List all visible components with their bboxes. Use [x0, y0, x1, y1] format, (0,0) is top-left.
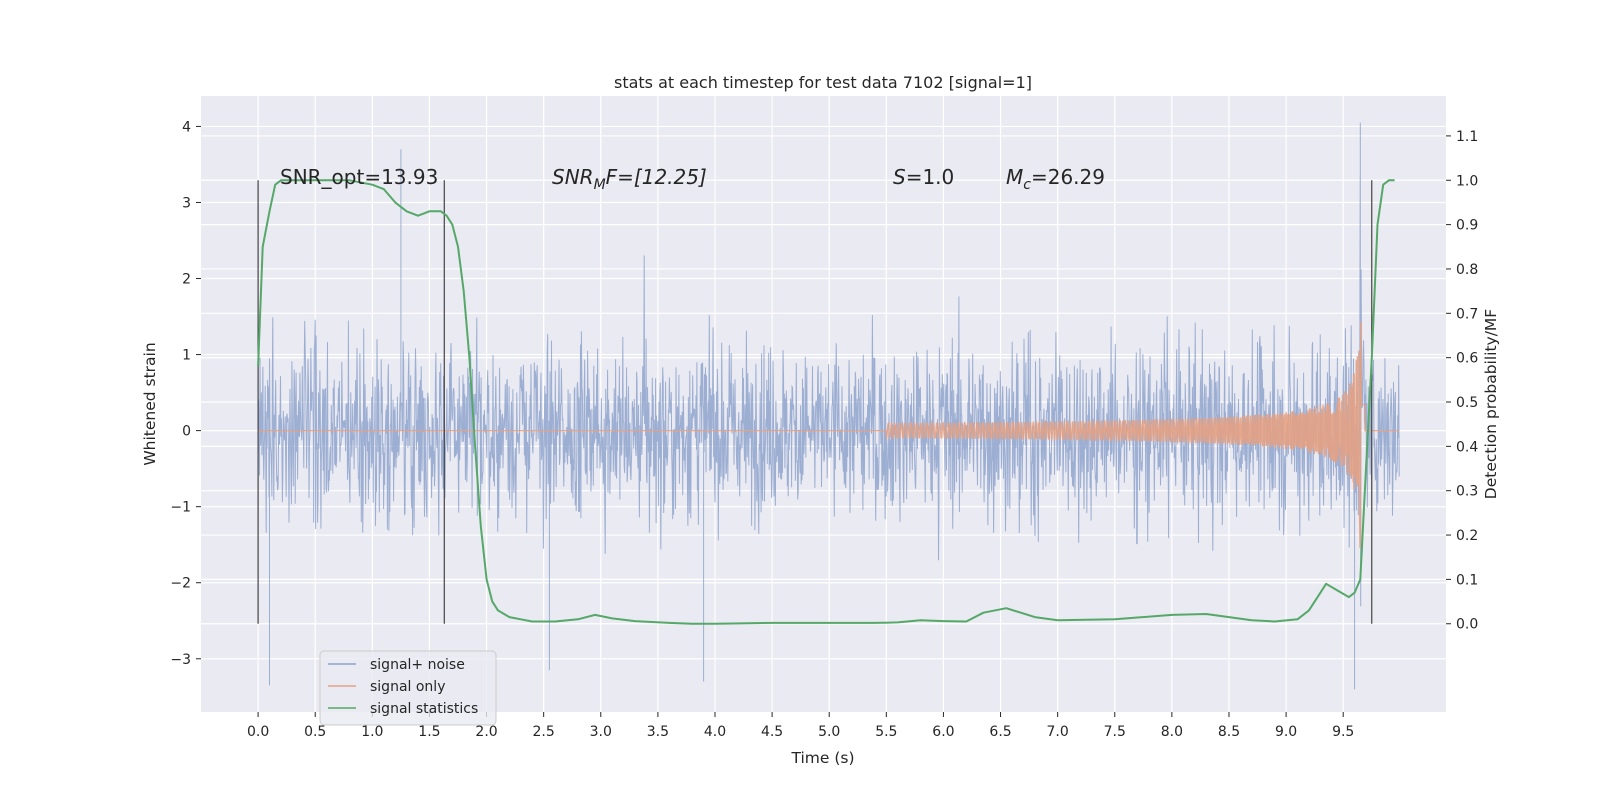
x-tick-label: 9.5: [1332, 724, 1354, 740]
annotation-mc-rest: =26.29: [1031, 165, 1105, 189]
x-tick-label: 0.5: [304, 724, 326, 740]
y-right-tick-label: 0.4: [1456, 439, 1478, 455]
y-left-tick-label: 0: [182, 424, 191, 440]
series-signal-noise: [257, 122, 1400, 690]
x-axis-ticks: 0.0 0.5 1.0 1.5 2.0 2.5 3.0 3.5 4.0 4.5 5.0 5.5 6.0 6…: [247, 712, 1354, 740]
annotation-s-rest: =1.0: [906, 165, 955, 189]
x-tick-label: 6.5: [989, 724, 1011, 740]
legend-label-signal-statistics: signal statistics: [370, 701, 478, 717]
x-tick-label: 1.0: [361, 724, 383, 740]
legend-label-signal-noise: signal+ noise: [370, 657, 465, 673]
annotation-snr-opt: SNR_opt=13.93: [280, 165, 438, 189]
y-left-tick-label: 1: [182, 348, 191, 364]
y-right-tick-label: 0.8: [1456, 262, 1478, 278]
signal-only-line: [258, 321, 1400, 549]
y-left-axis-ticks: 4 3 2 1 0 −1 −2 −3: [170, 119, 201, 668]
x-tick-label: 2.5: [533, 724, 555, 740]
x-tick-label: 0.0: [247, 724, 269, 740]
annotation-snr-mf: SNRMF=[12.25]: [552, 165, 707, 193]
annotation-snr-mf-rest: F=[12.25]: [606, 165, 707, 189]
y-right-tick-label: 1.1: [1456, 129, 1478, 145]
y-right-tick-label: 1.0: [1456, 173, 1478, 189]
x-tick-label: 4.5: [761, 724, 783, 740]
y-left-tick-label: 3: [182, 195, 191, 211]
legend-box: [319, 650, 497, 726]
annotation-snr-mf-sub: M: [594, 177, 606, 193]
x-tick-label: 3.0: [590, 724, 612, 740]
x-tick-label: 2.0: [475, 724, 497, 740]
x-tick-label: 9.0: [1275, 724, 1297, 740]
y-right-axis-ticks: 1.1 1.0 0.9 0.8 0.7 0.6 0.5 0.4 0.3 0.2 0.1 0.0: [1446, 129, 1478, 633]
x-tick-label: 3.5: [647, 724, 669, 740]
annotation-mc-main: M: [1006, 165, 1023, 189]
x-tick-label: 7.0: [1047, 724, 1069, 740]
y-left-tick-label: 2: [182, 272, 191, 288]
y-right-tick-label: 0.0: [1456, 617, 1478, 633]
plot-area: [201, 96, 1446, 712]
y-right-tick-label: 0.9: [1456, 218, 1478, 234]
signal-noise-line: [257, 122, 1400, 690]
y-right-tick-label: 0.1: [1456, 572, 1478, 588]
chart-title: stats at each timestep for test data 710…: [614, 73, 1032, 92]
x-tick-label: 8.5: [1218, 724, 1240, 740]
signal-statistics-line: [257, 179, 1395, 625]
annotation-s-main: S: [893, 165, 906, 189]
y-right-tick-label: 0.5: [1456, 395, 1478, 411]
marker-lines: [257, 180, 1373, 624]
x-tick-label: 4.0: [704, 724, 726, 740]
y-left-axis-label: Whitened strain: [141, 342, 159, 465]
x-tick-label: 7.5: [1104, 724, 1126, 740]
y-left-tick-label: −2: [170, 576, 191, 592]
y-left-tick-label: −3: [170, 652, 191, 668]
x-tick-label: 8.0: [1161, 724, 1183, 740]
y-left-tick-label: −1: [170, 500, 191, 516]
y-right-tick-label: 0.2: [1456, 528, 1478, 544]
series-signal-statistics: [257, 179, 1395, 625]
y-right-tick-label: 0.7: [1456, 306, 1478, 322]
y-right-tick-label: 0.3: [1456, 484, 1478, 500]
legend: signal+ noise signal only signal statist…: [319, 650, 497, 726]
annotation-s: S=1.0: [893, 165, 954, 189]
legend-label-signal-only: signal only: [370, 679, 445, 695]
x-tick-label: 5.5: [875, 724, 897, 740]
x-tick-label: 1.5: [418, 724, 440, 740]
y-right-axis-label: Detection probability/MF: [1482, 309, 1500, 500]
series-signal-only: [258, 321, 1400, 549]
x-tick-label: 5.0: [818, 724, 840, 740]
x-axis-label: Time (s): [790, 749, 854, 767]
y-right-tick-label: 0.6: [1456, 351, 1478, 367]
annotation-mc-sub: c: [1023, 177, 1031, 193]
annotation-mc: Mc=26.29: [1006, 165, 1105, 193]
annotation-snr-mf-main: SNR: [552, 165, 594, 189]
y-left-tick-label: 4: [182, 119, 191, 135]
x-tick-label: 6.0: [932, 724, 954, 740]
